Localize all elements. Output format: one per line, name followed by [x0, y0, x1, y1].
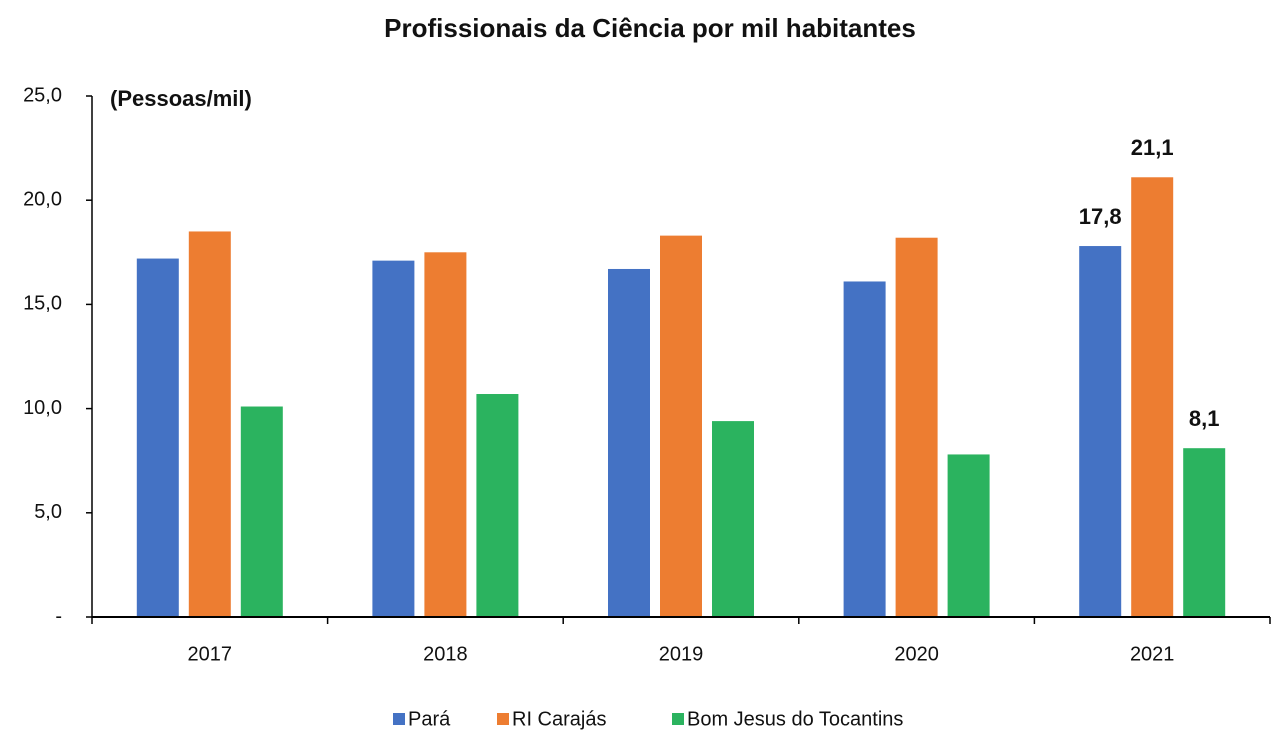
bar	[240, 406, 283, 617]
legend-swatch	[393, 713, 405, 725]
bar	[660, 235, 702, 618]
legend-swatch	[672, 713, 684, 725]
bar	[1131, 177, 1174, 617]
legend-swatch	[497, 713, 509, 725]
x-tick-label: 2018	[423, 643, 468, 665]
legend-label: RI Carajás	[512, 708, 606, 730]
bar	[372, 260, 415, 617]
legend-label: Pará	[408, 708, 451, 730]
bar	[476, 394, 519, 617]
data-label: 21,1	[1131, 135, 1174, 160]
bar	[188, 231, 231, 617]
bar	[1183, 448, 1226, 617]
bar	[1079, 246, 1122, 617]
data-label: 17,8	[1079, 204, 1122, 229]
legend-label: Bom Jesus do Tocantins	[687, 708, 903, 730]
x-tick-label: 2020	[894, 643, 939, 665]
y-tick-label: 10,0	[23, 397, 62, 419]
x-tick-label: 2017	[188, 643, 233, 665]
y-tick-label: 15,0	[23, 293, 62, 315]
x-tick-label: 2021	[1130, 643, 1175, 665]
x-tick-label: 2019	[659, 643, 704, 665]
y-tick-label: 20,0	[23, 188, 62, 210]
bar	[608, 268, 650, 617]
bar	[424, 252, 467, 618]
y-tick-label: -	[55, 605, 62, 627]
y-tick-label: 25,0	[23, 84, 62, 106]
bar	[136, 258, 179, 617]
bar	[895, 237, 938, 617]
axis-annotation: (Pessoas/mil)	[110, 86, 252, 111]
bar	[712, 421, 754, 617]
chart-title: Profissionais da Ciência por mil habitan…	[384, 13, 916, 43]
data-label: 8,1	[1189, 406, 1220, 431]
y-tick-label: 5,0	[34, 501, 62, 523]
bar	[947, 454, 990, 617]
bar	[843, 281, 886, 617]
